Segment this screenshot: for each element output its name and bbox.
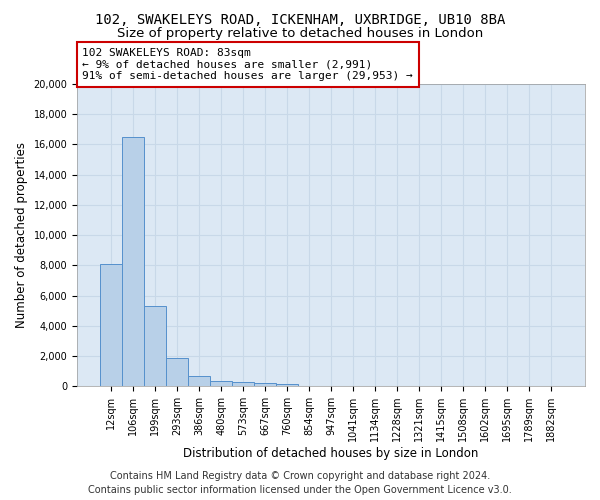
Bar (122, 137, 144, 386)
Bar (166, 358, 188, 386)
Text: 102, SWAKELEYS ROAD, ICKENHAM, UXBRIDGE, UB10 8BA: 102, SWAKELEYS ROAD, ICKENHAM, UXBRIDGE,… (95, 12, 505, 26)
Text: Size of property relative to detached houses in London: Size of property relative to detached ho… (117, 28, 483, 40)
Bar (144, 306, 166, 386)
Bar (254, 383, 276, 386)
Y-axis label: Number of detached properties: Number of detached properties (15, 142, 28, 328)
Bar (232, 382, 254, 386)
Bar (276, 384, 298, 386)
Bar (188, 376, 210, 386)
X-axis label: Distribution of detached houses by size in London: Distribution of detached houses by size … (184, 447, 479, 460)
Bar (210, 381, 232, 386)
Text: 102 SWAKELEYS ROAD: 83sqm
← 9% of detached houses are smaller (2,991)
91% of sem: 102 SWAKELEYS ROAD: 83sqm ← 9% of detach… (82, 48, 413, 81)
Text: Contains HM Land Registry data © Crown copyright and database right 2024.
Contai: Contains HM Land Registry data © Crown c… (88, 471, 512, 495)
Bar (100, 264, 122, 386)
